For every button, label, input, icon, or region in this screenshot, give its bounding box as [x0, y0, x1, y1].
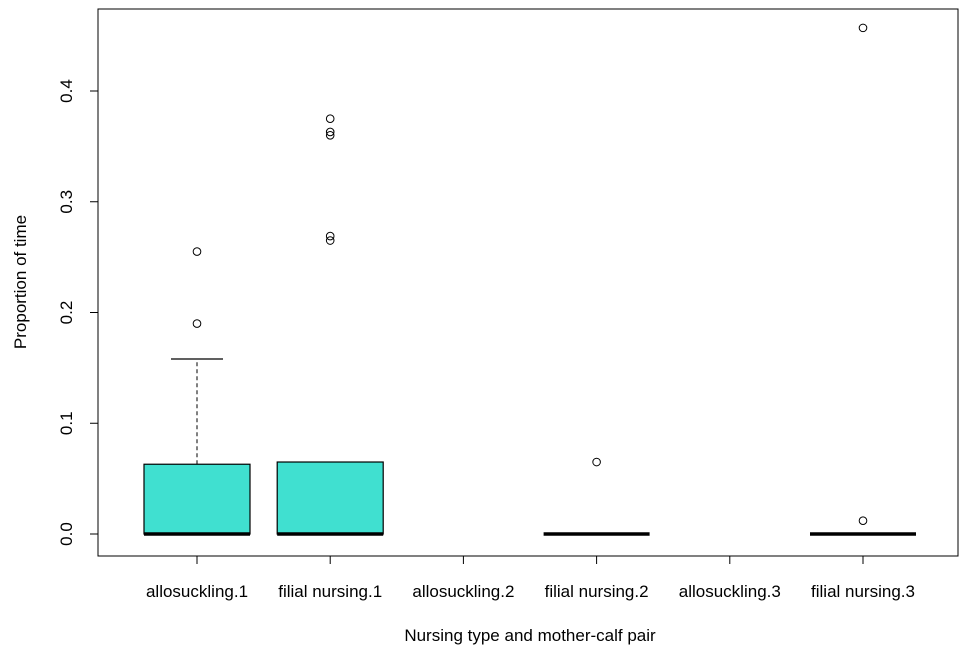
box-filial-nursing-3	[810, 23, 916, 536]
y-tick-label: 0.2	[57, 301, 76, 325]
y-axis-label: Proportion of time	[11, 215, 30, 349]
outlier-point	[325, 236, 335, 245]
box-allosuckling-1	[143, 247, 251, 536]
outlier-point	[192, 319, 202, 328]
x-axis-label: Nursing type and mother-calf pair	[404, 626, 656, 645]
outlier-point	[858, 516, 868, 526]
x-tick-label: allosuckling.2	[412, 582, 514, 601]
plot-frame	[97, 8, 959, 557]
outlier-point	[325, 131, 335, 140]
iqr-box	[143, 463, 251, 535]
box-filial-nursing-2	[543, 457, 650, 536]
x-tick-label: allosuckling.3	[679, 582, 781, 601]
outlier-point	[192, 247, 202, 256]
y-axis: 0.0 0.1 0.2 0.3 0.4	[57, 79, 98, 546]
x-tick-label: filial nursing.3	[811, 582, 915, 601]
y-tick-label: 0.4	[57, 79, 76, 103]
outlier-point	[858, 23, 868, 33]
outlier-point	[325, 114, 335, 123]
outlier-point	[325, 231, 335, 241]
outlier-point	[592, 457, 601, 467]
boxes-layer	[143, 23, 916, 536]
box-filial-nursing-1	[276, 114, 384, 536]
y-tick-label: 0.3	[57, 190, 76, 214]
y-tick-label: 0.1	[57, 411, 76, 435]
x-axis: allosuckling.1 filial nursing.1 allosuckli…	[146, 556, 915, 601]
x-tick-label: allosuckling.1	[146, 582, 248, 601]
x-tick-label: filial nursing.1	[278, 582, 382, 601]
iqr-box	[276, 461, 384, 535]
outlier-point	[325, 127, 335, 137]
x-tick-label: filial nursing.2	[545, 582, 649, 601]
y-tick-label: 0.0	[57, 522, 76, 546]
